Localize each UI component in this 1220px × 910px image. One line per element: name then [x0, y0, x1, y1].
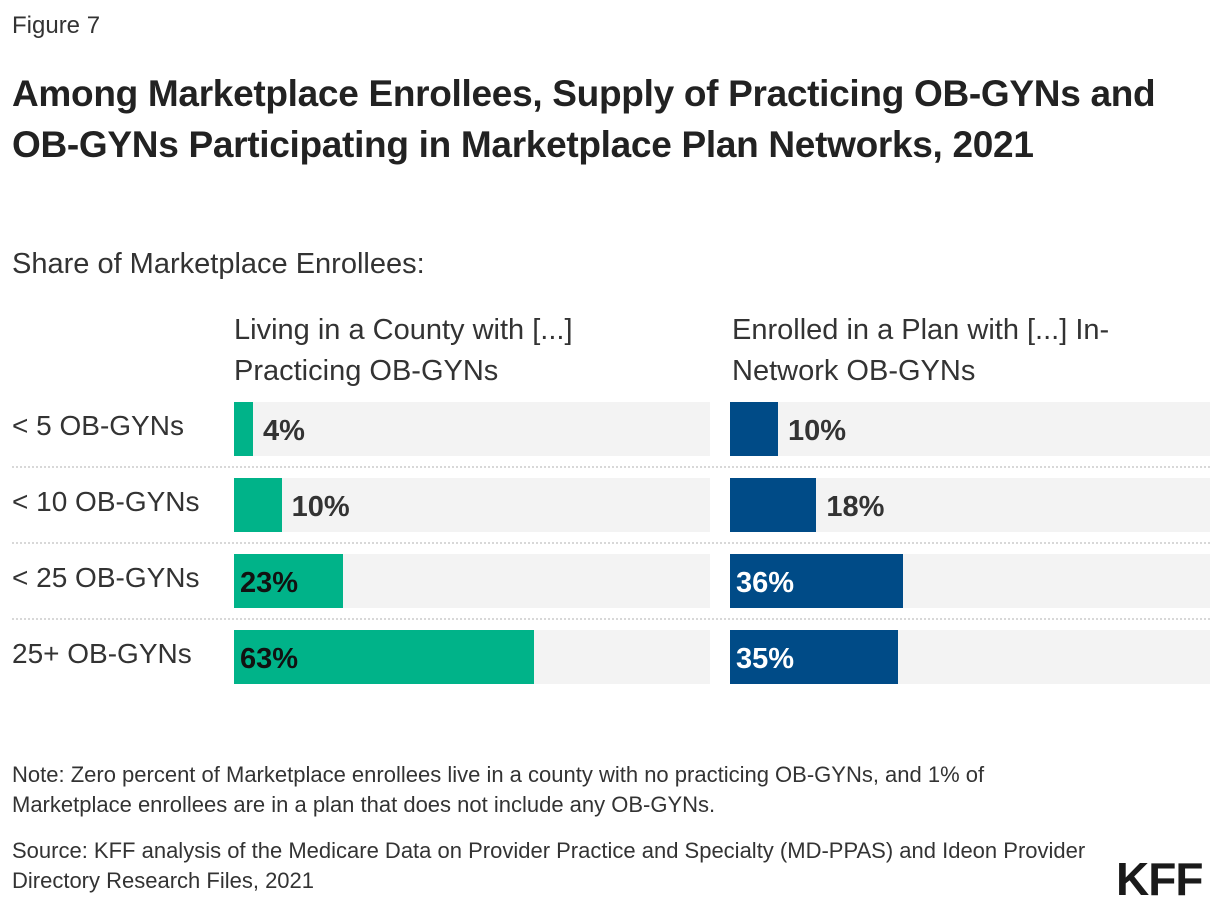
bar [730, 630, 898, 684]
chart-source: Source: KFF analysis of the Medicare Dat… [12, 838, 1086, 893]
category-label: < 25 OB-GYNs [12, 562, 200, 593]
bar-track: 35% [730, 630, 1210, 684]
bar-track: 23% [234, 554, 710, 608]
chart-subtitle: Share of Marketplace Enrollees: [12, 248, 425, 280]
category-label: < 10 OB-GYNs [12, 486, 200, 517]
data-label: 23% [240, 567, 299, 599]
row-separator [12, 466, 1210, 468]
bar-track: 18% [730, 478, 1210, 532]
chart-note: Note: Zero percent of Marketplace enroll… [12, 762, 985, 817]
bar [730, 402, 778, 456]
bar-track: 4% [234, 402, 710, 456]
bar-track: 36% [730, 554, 1210, 608]
bar-track: 10% [730, 402, 1210, 456]
bar-track: 63% [234, 630, 710, 684]
chart-title: Among Marketplace Enrollees, Supply of P… [12, 73, 1156, 165]
bar-track: 10% [234, 478, 710, 532]
data-label: 36% [736, 567, 795, 599]
bar [234, 554, 344, 608]
bar [730, 554, 903, 608]
row-separator [12, 542, 1210, 544]
category-label: 25+ OB-GYNs [12, 638, 192, 669]
figure-label: Figure 7 [12, 12, 101, 39]
data-label: 10% [291, 491, 350, 523]
kff-logo: KFF [1116, 853, 1203, 905]
data-label: 18% [826, 491, 885, 523]
bar [234, 402, 254, 456]
panel-header-county: Living in a County with [...] Practicing… [234, 314, 573, 387]
bar [730, 478, 817, 532]
category-label: < 5 OB-GYNs [12, 410, 184, 441]
data-label: 35% [736, 643, 795, 675]
data-label: 10% [788, 415, 847, 447]
row-separator [12, 618, 1210, 620]
bar [234, 630, 534, 684]
data-label: 63% [240, 643, 299, 675]
bar [234, 478, 282, 532]
panel-header-plan: Enrolled in a Plan with [...] In-Network… [732, 314, 1110, 387]
data-label: 4% [263, 415, 305, 447]
